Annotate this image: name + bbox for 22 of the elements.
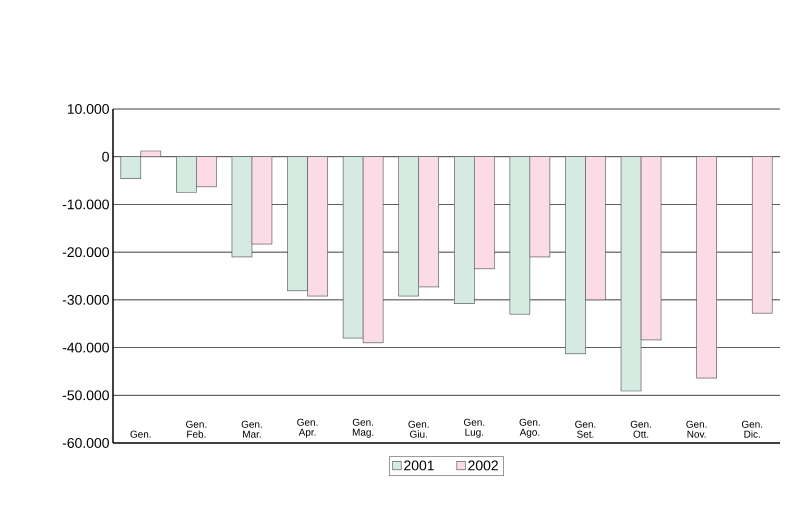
x-tick-label: Gen. Feb. bbox=[186, 420, 206, 438]
legend-label: 2002 bbox=[468, 460, 498, 470]
y-tick-label: -60.000 bbox=[62, 438, 109, 448]
x-tick-label: Gen. Mar. bbox=[242, 420, 262, 438]
x-tick-label: Gen. Mag. bbox=[352, 418, 374, 438]
x-tick-label: Gen. Lug. bbox=[464, 418, 484, 438]
y-tick-label: -40.000 bbox=[62, 342, 109, 353]
y-tick-label: -10.000 bbox=[62, 199, 109, 210]
x-tick-label: Gen. Ott. bbox=[630, 420, 651, 438]
y-tick-label: 10.000 bbox=[68, 104, 109, 114]
x-tick-label: Gen. bbox=[130, 430, 151, 438]
x-tick-label: Gen. Dic. bbox=[742, 420, 762, 438]
x-tick-label: Gen. Nov. bbox=[686, 420, 707, 438]
y-tick-label: -20.000 bbox=[62, 247, 109, 258]
y-tick-label: -30.000 bbox=[62, 294, 109, 305]
y-tick-label: 0 bbox=[102, 152, 109, 162]
x-tick-label: Gen. Apr. bbox=[297, 418, 318, 438]
x-tick-label: Gen. Giu. bbox=[408, 420, 429, 438]
legend-label: 2001 bbox=[404, 460, 434, 470]
x-tick-label: Gen. Set. bbox=[575, 420, 596, 438]
x-tick-label: Gen. Ago. bbox=[520, 418, 540, 438]
y-tick-label: -50.000 bbox=[62, 390, 109, 400]
